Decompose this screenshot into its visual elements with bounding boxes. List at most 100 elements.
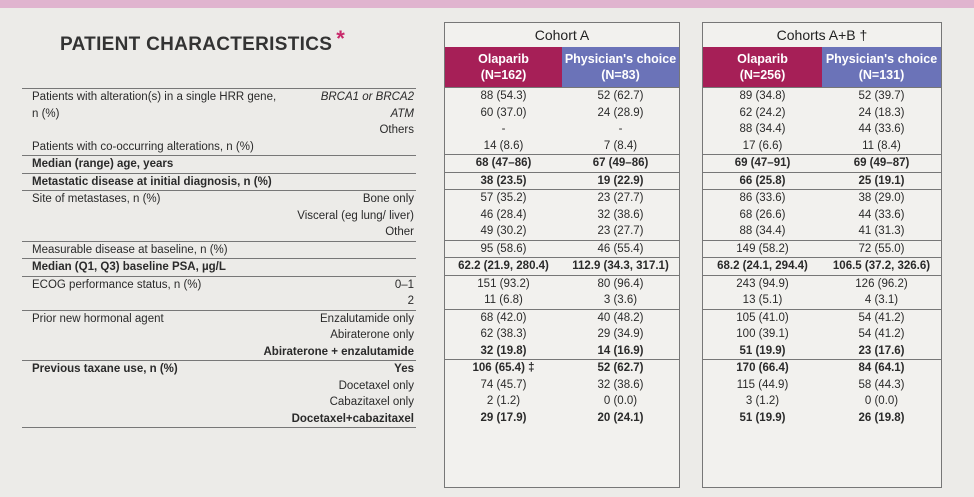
page-title: PATIENT CHARACTERISTICS * bbox=[60, 26, 345, 56]
cell: 62 (38.3) bbox=[480, 328, 527, 340]
cell: 0 (0.0) bbox=[603, 395, 638, 407]
ecog-label: ECOG performance status, n (%) bbox=[32, 278, 202, 291]
hrr-gene-brca: BRCA1 or BRCA2 bbox=[320, 91, 414, 103]
psa-block: Median (Q1, Q3) baseline PSA, µg/L bbox=[22, 259, 416, 277]
cell: 58 (44.3) bbox=[858, 378, 905, 391]
cohort-a-olaparib-header: Olaparib (N=162) bbox=[445, 47, 562, 87]
cell: 0 (0.0) bbox=[864, 395, 899, 407]
cell: 68 (47–86) bbox=[475, 157, 532, 169]
meta-label: Metastatic disease at initial diagnosis,… bbox=[32, 175, 272, 188]
table-row: 29 (17.9) 20 (24.1) bbox=[445, 410, 679, 427]
hormonal-block: Prior new hormonal agent Enzalutamide onl… bbox=[22, 311, 416, 361]
cell: 112.9 (34.3, 317.1) bbox=[572, 260, 669, 272]
cell: 80 (96.4) bbox=[597, 277, 644, 290]
cell: 106 (65.4) ‡ bbox=[472, 362, 535, 374]
cell: 115 (44.9) bbox=[736, 378, 789, 391]
table-row: 57 (35.2) 23 (27.7) bbox=[445, 190, 679, 207]
site-visceral: Visceral (eg lung/ liver) bbox=[297, 209, 414, 222]
hrr-label-1: Patients with alteration(s) in a single … bbox=[32, 91, 277, 103]
cell: 69 (49–87) bbox=[853, 157, 910, 169]
hrr-block: Patients with alteration(s) in a single … bbox=[22, 88, 416, 156]
cell: 32 (38.6) bbox=[597, 378, 644, 391]
top-accent-bar bbox=[0, 0, 974, 8]
cell: 67 (49–86) bbox=[592, 157, 649, 169]
col-n: (N=162) bbox=[480, 68, 527, 82]
cell: 68 (42.0) bbox=[480, 311, 527, 324]
cohort-a-physician-header: Physician's choice (N=83) bbox=[562, 47, 679, 87]
page-title-text: PATIENT CHARACTERISTICS bbox=[60, 34, 333, 55]
table-row: 62 (38.3) 29 (34.9) bbox=[445, 326, 679, 343]
cell: 11 (6.8) bbox=[484, 294, 523, 306]
cell: 243 (94.9) bbox=[736, 277, 789, 290]
cell: 32 (19.8) bbox=[480, 344, 527, 357]
cell: 86 (33.6) bbox=[739, 192, 786, 204]
cell: 14 (8.6) bbox=[483, 139, 524, 152]
cell: 41 (31.3) bbox=[858, 225, 905, 237]
taxane-label: Previous taxane use, n (%) bbox=[32, 363, 178, 375]
cell: 106.5 (37.2, 326.6) bbox=[832, 260, 931, 272]
cell: 3 (1.2) bbox=[745, 395, 780, 407]
col-name: Physician's choice bbox=[564, 52, 677, 66]
table-row: 100 (39.1) 54 (41.2) bbox=[703, 326, 941, 343]
col-n: (N=83) bbox=[601, 68, 640, 82]
cohort-a-title: Cohort A bbox=[534, 27, 590, 43]
cell: 74 (45.7) bbox=[480, 378, 527, 391]
table-row: 68 (47–86) 67 (49–86) bbox=[445, 155, 679, 173]
cell: - bbox=[618, 123, 623, 135]
table-row: 38 (23.5) 19 (22.9) bbox=[445, 173, 679, 190]
age-block: Median (range) age, years bbox=[22, 156, 416, 174]
table-row: 88 (34.4) 44 (33.6) bbox=[703, 121, 941, 138]
cell: 7 (8.4) bbox=[603, 139, 638, 152]
table-row: 11 (6.8) 3 (3.6) bbox=[445, 292, 679, 310]
table-row: 68 (42.0) 40 (48.2) bbox=[445, 310, 679, 327]
cell: 20 (24.1) bbox=[597, 411, 644, 424]
meta-block: Metastatic disease at initial diagnosis,… bbox=[22, 174, 416, 191]
cohort-ab-physician-header: Physician's choice (N=131) bbox=[822, 47, 941, 87]
table-row: 149 (58.2) 72 (55.0) bbox=[703, 241, 941, 258]
site-bone: Bone only bbox=[362, 193, 414, 205]
table-row: 115 (44.9) 58 (44.3) bbox=[703, 377, 941, 394]
cell: 52 (62.7) bbox=[597, 362, 644, 374]
hrr-gene-atm: ATM bbox=[390, 107, 414, 120]
table-row: 95 (58.6) 46 (55.4) bbox=[445, 241, 679, 258]
table-row: 105 (41.0) 54 (41.2) bbox=[703, 310, 941, 327]
cell: 54 (41.2) bbox=[858, 311, 905, 324]
cell: 32 (38.6) bbox=[597, 208, 644, 221]
cell: 68.2 (24.1, 294.4) bbox=[717, 260, 808, 272]
title-footnote-mark: * bbox=[336, 26, 346, 51]
cell: 52 (62.7) bbox=[597, 90, 644, 102]
table-row: 2 (1.2) 0 (0.0) bbox=[445, 393, 679, 410]
cell: 62 (24.2) bbox=[739, 106, 786, 119]
age-label: Median (range) age, years bbox=[32, 158, 174, 170]
cohort-ab-panel: Cohorts A+B † Olaparib (N=256) Physician'… bbox=[702, 22, 942, 488]
cell: 151 (93.2) bbox=[477, 277, 530, 290]
cell: 23 (27.7) bbox=[597, 225, 644, 237]
cell: 62.2 (21.9, 280.4) bbox=[458, 260, 549, 272]
cohort-ab-olaparib-header: Olaparib (N=256) bbox=[703, 47, 822, 87]
table-row: 243 (94.9) 126 (96.2) bbox=[703, 276, 941, 293]
cell: 88 (34.4) bbox=[739, 123, 786, 135]
taxane-block: Previous taxane use, n (%) Yes Docetaxel … bbox=[22, 361, 416, 428]
table-row: 106 (65.4) ‡ 52 (62.7) bbox=[445, 360, 679, 377]
table-row: 170 (66.4) 84 (64.1) bbox=[703, 360, 941, 377]
hrr-gene-others: Others bbox=[379, 124, 414, 136]
table-row: 51 (19.9) 23 (17.6) bbox=[703, 343, 941, 360]
cell: 105 (41.0) bbox=[736, 311, 789, 324]
cell: 24 (28.9) bbox=[597, 106, 644, 119]
cell: 3 (3.6) bbox=[603, 294, 638, 306]
taxane-doce: Docetaxel only bbox=[338, 379, 414, 392]
table-row: 151 (93.2) 80 (96.4) bbox=[445, 276, 679, 293]
cell: 170 (66.4) bbox=[736, 362, 789, 374]
table-row: 17 (6.6) 11 (8.4) bbox=[703, 138, 941, 155]
cell: 52 (39.7) bbox=[858, 90, 905, 102]
cohort-a-panel: Cohort A Olaparib (N=162) Physician's cho… bbox=[444, 22, 680, 488]
table-row: -- bbox=[445, 121, 679, 138]
cell: 100 (39.1) bbox=[736, 328, 789, 340]
cell: 88 (54.3) bbox=[480, 90, 527, 102]
cooc-label: Patients with co-occurring alterations, … bbox=[32, 140, 254, 153]
col-name: Physician's choice bbox=[825, 52, 938, 66]
col-n: (N=256) bbox=[739, 68, 786, 82]
cell: 95 (58.6) bbox=[480, 242, 527, 255]
cell: 44 (33.6) bbox=[858, 208, 905, 221]
table-row: 88 (34.4) 41 (31.3) bbox=[703, 223, 941, 241]
